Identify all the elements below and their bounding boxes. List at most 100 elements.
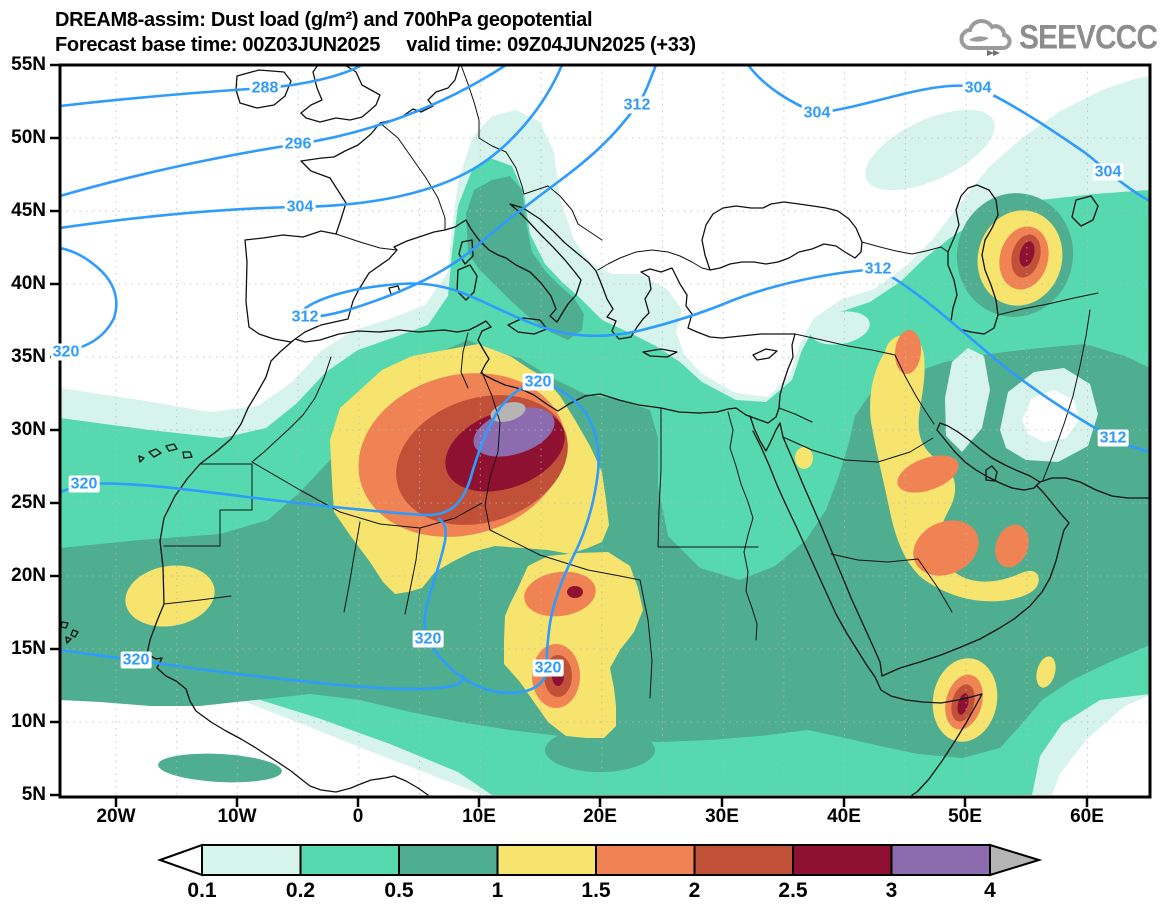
lon-label: 50E <box>948 806 982 827</box>
coastlines <box>60 65 1150 796</box>
colorbar-tick-label: 2 <box>688 879 701 902</box>
dust-level-1-redsea <box>795 447 813 469</box>
dust-level-1.5-chad-n <box>524 571 596 617</box>
coast-cyprus <box>752 348 778 361</box>
coast-canary-islands <box>138 443 193 463</box>
dust-level-0.5-guinea <box>158 753 282 783</box>
colorbar-segment <box>890 844 991 876</box>
lon-label: 20E <box>583 806 617 827</box>
colorbar-segment <box>398 844 499 876</box>
colorbar-tick-label: 0.5 <box>384 879 414 902</box>
colorbar-tick-label: 3 <box>885 879 898 902</box>
geopotential-label-320: 320 <box>522 373 554 391</box>
coast-uk <box>300 65 381 123</box>
colorbar-tick-label: 2.5 <box>778 879 808 902</box>
dust-level-0.5-italy <box>466 176 584 340</box>
dust-level-1.5-saudi-s <box>913 520 979 576</box>
dust-level-1-oman <box>1036 656 1056 688</box>
dust-level-1-mauritania <box>125 565 215 627</box>
coast-iran-south <box>1039 477 1150 499</box>
dust-level-1-arabia <box>870 335 1039 602</box>
colorbar-tick-label: 0.2 <box>285 879 316 902</box>
river-nile <box>727 411 758 641</box>
geopotential-label-320: 320 <box>412 630 444 648</box>
lon-label: 20W <box>96 806 136 827</box>
coast-africa-red-sea <box>752 430 983 796</box>
axis-ticks <box>50 63 1089 807</box>
lat-label: 40N <box>11 273 46 294</box>
geopotential-296 <box>60 65 508 198</box>
colorbar-below-min-arrow <box>157 843 203 877</box>
colorbar-above-max-arrow <box>989 843 1043 877</box>
geopotential-312 <box>299 65 1150 454</box>
logo-text: SEEVCCC <box>1018 18 1158 57</box>
colorbar-tick-label: 0.1 <box>187 879 217 902</box>
lat-label: 35N <box>11 346 46 367</box>
coast-europe-africa <box>146 65 796 796</box>
clear-pocket-iran <box>1022 390 1079 442</box>
geopotential-label-320: 320 <box>120 651 152 669</box>
colorbar <box>157 843 1043 877</box>
colorbar-segment <box>792 844 893 876</box>
colorbar-tick-label: 1 <box>491 879 504 902</box>
geopotential-label-312: 312 <box>621 96 653 114</box>
coast-aral <box>1071 195 1099 227</box>
coast-crete <box>642 348 678 358</box>
dust-level-1.5-oman <box>995 524 1029 568</box>
geopotential-label-304: 304 <box>962 79 994 97</box>
lon-label: 0 <box>352 806 364 827</box>
lat-label: 15N <box>11 638 46 659</box>
geopotential-label-296: 296 <box>282 135 314 153</box>
lat-label: 55N <box>11 54 46 75</box>
coast-black-sea <box>701 201 863 271</box>
dust-level-2.5-chad-n <box>567 586 583 598</box>
dust-level-0.5-sahel <box>545 728 655 772</box>
lat-label: 50N <box>11 127 46 148</box>
lon-label: 10W <box>217 806 257 827</box>
colorbar-segment <box>496 844 597 876</box>
borders-europe <box>335 65 711 271</box>
lon-label: 60E <box>1070 806 1104 827</box>
lat-label: 10N <box>11 711 46 732</box>
lon-label: 10E <box>462 806 496 827</box>
colorbar-segment <box>693 844 794 876</box>
low-dust-pocket-iraq <box>945 348 990 452</box>
colorbar-segment <box>201 844 302 876</box>
coast-corsica <box>458 239 474 265</box>
dust-field-layers <box>60 76 1150 795</box>
cloud-arrow-icon <box>959 19 1012 56</box>
lon-label: 40E <box>827 806 861 827</box>
colorbar-tick-label: 1.5 <box>581 879 611 902</box>
geopotential-label-320: 320 <box>532 659 564 677</box>
geopotential-304-west <box>60 65 564 230</box>
geopotential-label-304: 304 <box>284 198 316 216</box>
title-block: DREAM8-assim: Dust load (g/m²) and 700hP… <box>55 8 696 58</box>
lon-label: 30E <box>705 806 739 827</box>
low-dust-pocket-anatolia <box>810 311 870 345</box>
coast-caspian <box>947 184 999 335</box>
dust-level-1.5-saudi-n <box>897 455 959 493</box>
geopotential-label-320: 320 <box>68 475 100 493</box>
seevccc-logo: SEEVCCC <box>957 18 1158 58</box>
colorbar-segment <box>595 844 696 876</box>
colorbar-tick-label: 4 <box>984 879 996 902</box>
coast-ireland <box>235 69 292 109</box>
colorbar-segment <box>299 844 400 876</box>
geopotential-label-320: 320 <box>50 343 82 361</box>
lat-label: 45N <box>11 200 46 221</box>
chart-subtitle: Forecast base time: 00Z03JUN2025 valid t… <box>55 34 696 56</box>
geopotential-label-304: 304 <box>801 104 833 122</box>
coast-qatar <box>985 465 998 482</box>
borders-middle-east <box>778 241 1099 613</box>
lat-label: 5N <box>21 784 46 805</box>
dust-level-1.5-iraq <box>894 330 922 374</box>
low-dust-pocket-ukraine <box>865 109 995 191</box>
borders-africa <box>163 332 759 699</box>
lat-label: 30N <box>11 419 46 440</box>
chart-title: DREAM8-assim: Dust load (g/m²) and 700hP… <box>55 9 593 31</box>
geopotential-label-312: 312 <box>862 260 894 278</box>
lat-label: 20N <box>11 565 46 586</box>
geopotential-label-312: 312 <box>1097 429 1129 447</box>
